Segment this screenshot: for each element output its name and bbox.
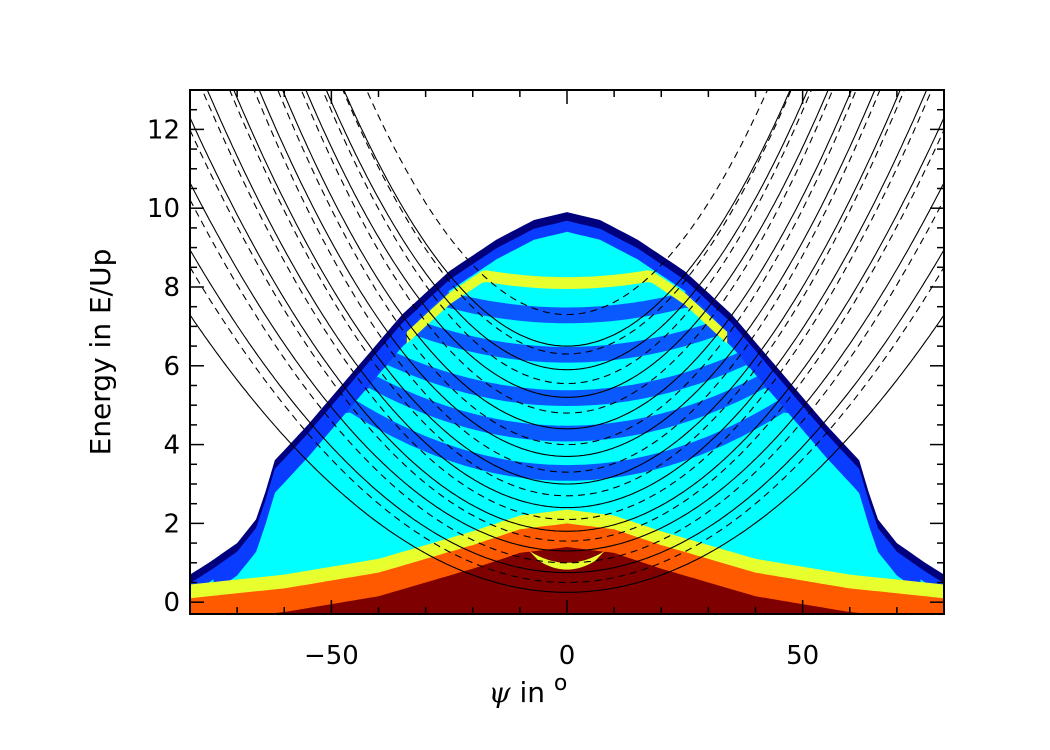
x-axis-title: ψ in o — [489, 671, 568, 709]
dashed-curve — [253, 90, 881, 473]
energy-density-contours — [190, 212, 944, 614]
solid-curve — [343, 90, 791, 347]
solid-curve — [190, 249, 944, 574]
dashed-curve — [190, 199, 944, 564]
solid-curve — [233, 90, 901, 485]
contour-level-3 — [190, 231, 944, 614]
y-tick-label-4: 4 — [163, 431, 180, 461]
axis-ticks — [189, 89, 945, 614]
y-tick-label-10: 10 — [147, 194, 180, 224]
solid-curve — [281, 90, 853, 430]
contour-center-feature — [529, 550, 605, 570]
solid-curve — [325, 90, 809, 371]
solid-curve — [190, 182, 944, 552]
dashed-curve — [190, 267, 944, 584]
x-axis-text: in — [511, 676, 554, 709]
y-tick-label-12: 12 — [147, 115, 180, 145]
x-axis-unit: o — [554, 671, 567, 696]
kinematic-curves — [190, 90, 944, 593]
contour-level-6 — [265, 547, 869, 614]
contour-yellow-arc — [406, 270, 728, 344]
x-tick-label-50: 50 — [786, 641, 819, 671]
solid-curve — [305, 90, 829, 398]
solid-curve — [190, 314, 944, 593]
dashed-curve — [190, 129, 944, 542]
dashed-curve — [342, 90, 792, 355]
y-tick-label-2: 2 — [163, 509, 180, 539]
x-tick-label-0: 0 — [559, 641, 576, 671]
y-axis-title: Energy in E/Up — [84, 249, 117, 456]
x-tick-label-neg50: −50 — [304, 641, 359, 671]
dashed-curve — [365, 90, 769, 316]
x-axis-symbol: ψ — [489, 676, 512, 709]
solid-curve — [258, 90, 876, 457]
y-tick-label-0: 0 — [163, 588, 180, 618]
dashed-curve — [300, 90, 834, 414]
dashed-curve — [229, 90, 905, 497]
solid-curve — [206, 90, 928, 509]
y-tick-label-6: 6 — [163, 352, 180, 382]
solid-curve — [190, 117, 944, 532]
y-tick-label-8: 8 — [163, 273, 180, 303]
